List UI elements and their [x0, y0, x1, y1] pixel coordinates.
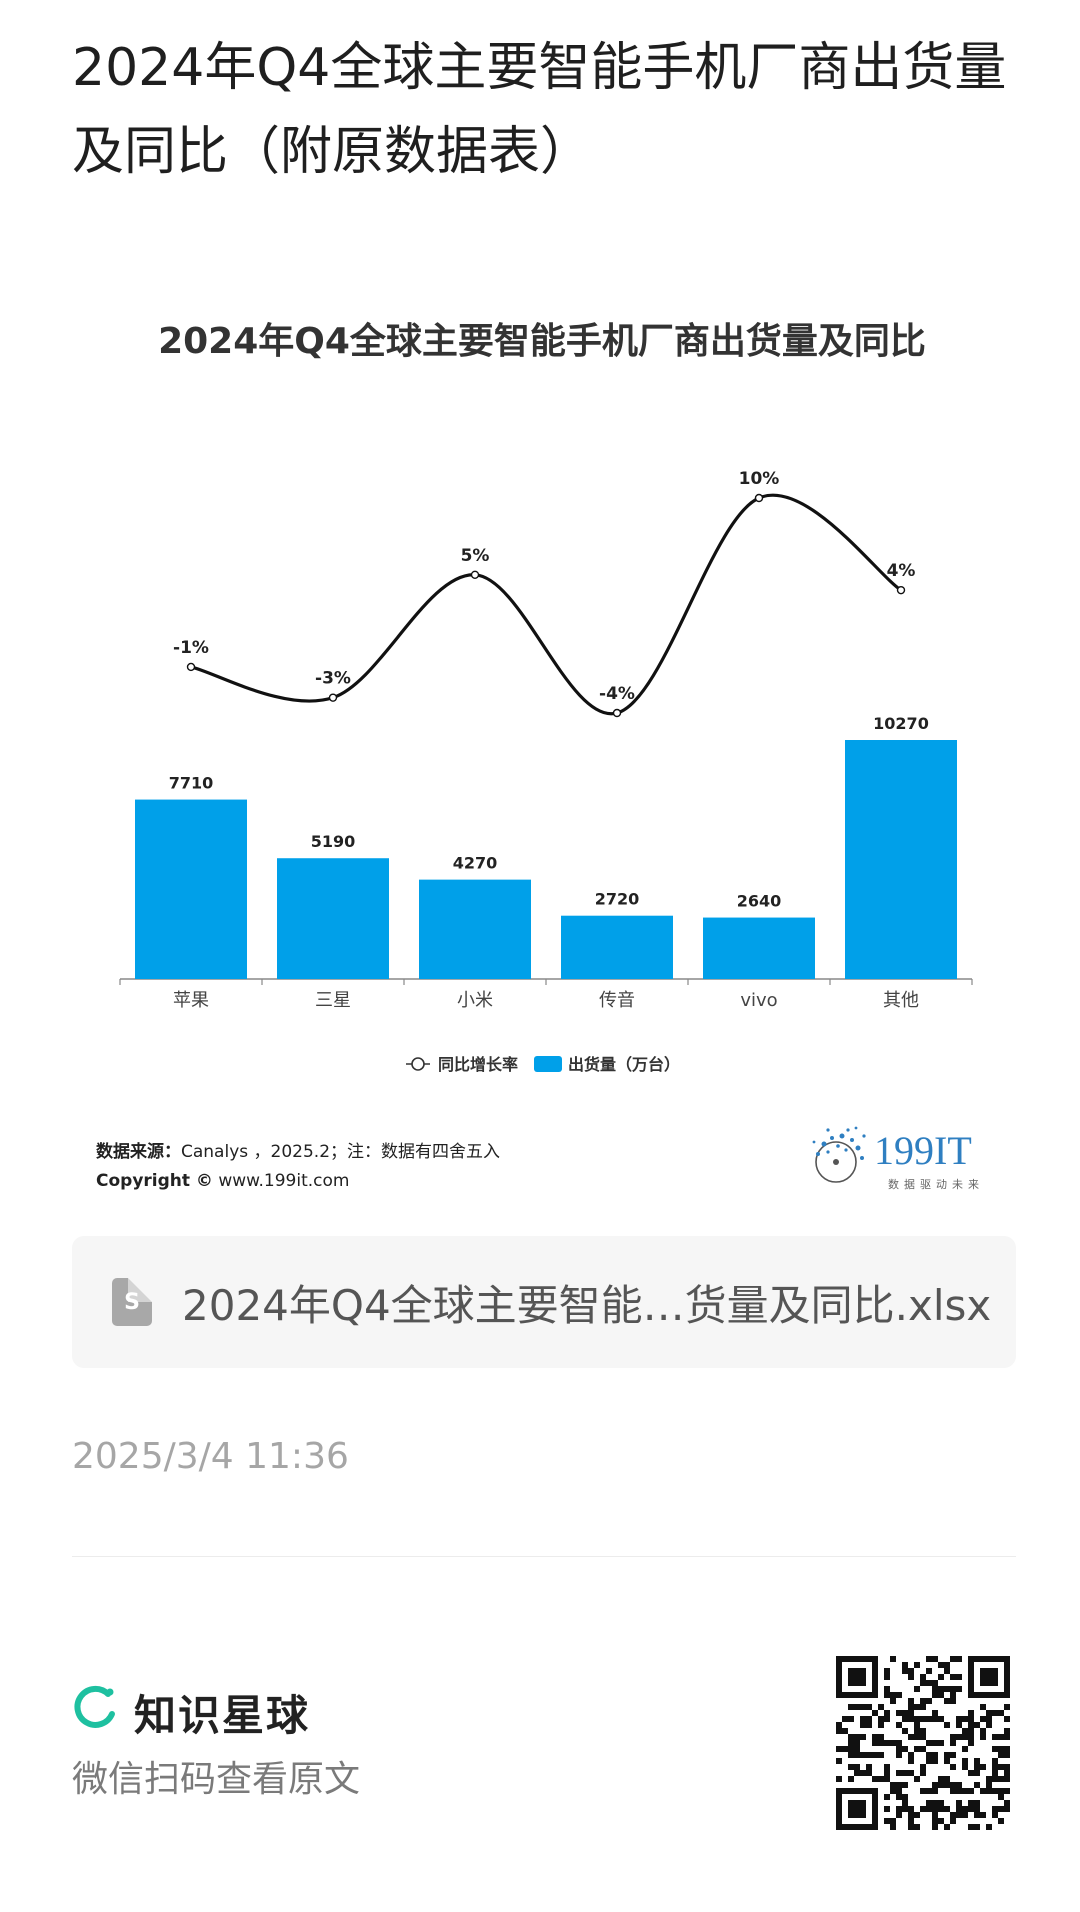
scan-hint: 微信扫码查看原文 [72, 1759, 361, 1800]
199it-logo: 199IT 数据驱动未来 [812, 1126, 984, 1191]
bar-data-label: 10270 [873, 714, 929, 733]
data-source: 数据来源：Canalys ，2025.2；注：数据有四舍五入 Copyright… [96, 1138, 500, 1196]
bar-data-label: 2640 [737, 892, 782, 911]
file-name: 2024年Q4全球主要智能…货量及同比.xlsx [182, 1281, 992, 1330]
copyright-url: www.199it.com [218, 1171, 350, 1191]
bar [135, 799, 247, 979]
legend-bar-swatch [534, 1056, 562, 1072]
bar [703, 917, 815, 979]
growth-point [896, 585, 906, 595]
logo-text: 199IT [874, 1128, 972, 1173]
growth-data-label: -4% [599, 684, 635, 704]
page-title: 2024年Q4全球主要智能手机厂商出货量及同比（附原数据表） [72, 38, 1007, 182]
growth-point [328, 693, 338, 702]
growth-point [754, 493, 764, 503]
x-tick-label: 苹果 [173, 990, 209, 1011]
growth-point [470, 570, 480, 579]
bar [419, 879, 531, 979]
bar-data-label: 5190 [311, 832, 356, 851]
brand-name: 知识星球 [134, 1691, 311, 1740]
x-tick-label: 其他 [883, 990, 919, 1011]
legend-line-marker [411, 1057, 425, 1071]
chart-container: 2024年Q4全球主要智能手机厂商出货量及同比 7710 5190 4270 2720… [72, 290, 1012, 1220]
legend-label-growth: 同比增长率 [438, 1055, 518, 1074]
growth-data-label: 4% [887, 561, 916, 581]
bar [561, 915, 673, 979]
growth-line [190, 493, 902, 716]
growth-point [186, 662, 196, 672]
bar [845, 740, 957, 979]
combo-chart: 7710 5190 4270 2720 2640 10270 苹果 三星 小米 传音 vivo 其他 -… [119, 469, 973, 1074]
growth-data-label: -1% [173, 638, 209, 658]
bar-data-label: 7710 [169, 774, 214, 793]
legend-label-shipments: 出货量（万台） [568, 1055, 680, 1074]
logo-tagline: 数据驱动未来 [888, 1177, 984, 1191]
dandelion-icon [812, 1126, 866, 1183]
source-text: Canalys ，2025.2；注：数据有四舍五入 [181, 1142, 501, 1162]
x-tick-label: 小米 [457, 990, 493, 1011]
chart-title: 2024年Q4全球主要智能手机厂商出货量及同比 [158, 321, 926, 362]
zsxq-logo-icon [74, 1685, 115, 1728]
growth-data-label: 5% [461, 546, 490, 566]
bar-data-label: 4270 [453, 854, 498, 873]
bar [277, 858, 389, 979]
source-label: 数据来源： [96, 1142, 181, 1162]
x-tick-label: 传音 [599, 990, 635, 1011]
growth-point [612, 708, 622, 718]
post-timestamp: 2025/3/4 11:36 [72, 1436, 349, 1477]
file-attachment-card[interactable]: S 2024年Q4全球主要智能…货量及同比.xlsx [72, 1236, 1016, 1368]
x-tick-label: vivo [740, 990, 777, 1011]
divider [72, 1556, 1016, 1557]
x-tick-label: 三星 [315, 990, 351, 1011]
growth-data-label: 10% [739, 469, 780, 489]
bar-data-label: 2720 [595, 890, 640, 909]
qr-code[interactable] [836, 1656, 1010, 1830]
spreadsheet-icon: S [112, 1278, 152, 1326]
growth-data-label: -3% [315, 669, 351, 689]
copyright-label: Copyright © [96, 1171, 213, 1191]
